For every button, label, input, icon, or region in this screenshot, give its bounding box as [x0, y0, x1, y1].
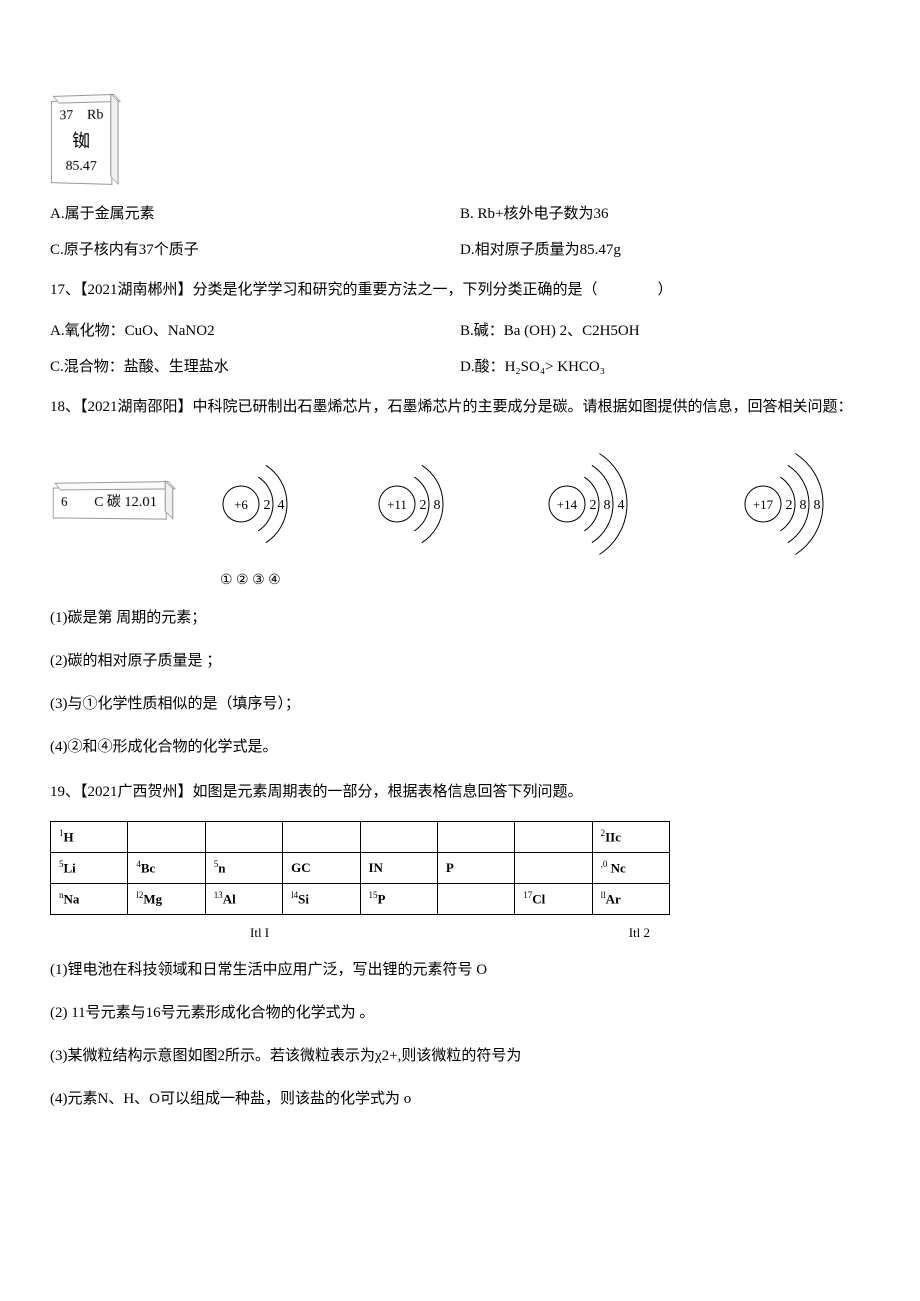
ptable-cap1: Itl I [250, 923, 269, 944]
rb-name: 铷 [60, 127, 104, 156]
atom-schematic-icon: +11 28 [351, 458, 477, 550]
q17-optA: A.氧化物：CuO、NaNO2 [50, 319, 460, 343]
rb-mass: 85.47 [60, 156, 104, 179]
c-symbol: C [94, 495, 103, 510]
svg-text:8: 8 [603, 498, 610, 513]
ptable-cell [283, 821, 360, 852]
ptable-cell [128, 821, 205, 852]
ptable-cell: P [437, 853, 514, 884]
atom-labels: ① ② ③ ④ [220, 570, 870, 592]
ptable-cell [515, 853, 592, 884]
svg-text:8: 8 [813, 498, 820, 513]
atom-schematic-icon: +17 288 [703, 444, 869, 564]
ptable-cell [515, 821, 592, 852]
svg-text:+17: +17 [753, 497, 774, 512]
ptable-cell: 15P [360, 884, 437, 915]
svg-text:4: 4 [277, 498, 284, 513]
ptable-cell: 13Al [205, 884, 282, 915]
svg-text:+11: +11 [387, 497, 407, 512]
svg-text:2: 2 [785, 498, 792, 513]
q16-options-row1: A.属于金属元素 B. Rb+核外电子数为36 [50, 202, 870, 226]
svg-text:2: 2 [263, 498, 270, 513]
ptable-cell [437, 884, 514, 915]
atom-1: +6 24 [195, 458, 321, 550]
atom-4: +17 288 [703, 444, 869, 564]
ptable-cell [360, 821, 437, 852]
c-element-box: 6 C 碳 12.01 [53, 487, 167, 521]
ptable-cell: GC [283, 853, 360, 884]
q18-sub2: (2)碳的相对原子质量是 ； [50, 645, 870, 678]
atom-3: +14 284 [507, 444, 673, 564]
q16-optC: C.原子核内有37个质子 [50, 238, 460, 262]
c-atomic-num: 6 [61, 496, 68, 511]
periodic-table-fragment: 1H2IIc5Li4Bc5nGCINP,0 NcnNal2Mg13All4Si1… [50, 821, 670, 915]
rb-symbol: Rb [87, 107, 104, 122]
q16-optA: A.属于金属元素 [50, 202, 460, 226]
q18-sub3: (3)与①化学性质相似的是（填序号）； [50, 688, 870, 721]
atom-schematic-icon: +6 24 [195, 458, 321, 550]
q17-options-row2: C.混合物：盐酸、生理盐水 D.酸：H₂SO₄> KHCO₃ [50, 355, 870, 379]
q19-sub2: (2) 11号元素与16号元素形成化合物的化学式为 。 [50, 997, 870, 1030]
q19-sub4: (4)元素N、H、O可以组成一种盐，则该盐的化学式为 o [50, 1083, 870, 1116]
q16-optB: B. Rb+核外电子数为36 [460, 202, 870, 226]
ptable-cell: l2Mg [128, 884, 205, 915]
ptable-cell: 4Bc [128, 853, 205, 884]
atom-2: +11 28 [351, 458, 477, 550]
ptable-cell: 17Cl [515, 884, 592, 915]
q18-text: 18、【2021湖南邵阳】中科院已研制出石墨烯芯片，石墨烯芯片的主要成分是碳。请… [50, 391, 870, 424]
ptable-cell: 1H [51, 821, 128, 852]
ptable-cap2: Itl 2 [629, 923, 650, 944]
q19-sub3: (3)某微粒结构示意图如图2所示。若该微粒表示为χ2+,则该微粒的符号为 [50, 1040, 870, 1073]
q17-optD: D.酸：H₂SO₄> KHCO₃ [460, 355, 870, 379]
rb-atomic-num: 37 [60, 108, 74, 123]
ptable-cell [437, 821, 514, 852]
ptable-cell: l4Si [283, 884, 360, 915]
ptable-cell: IN [360, 853, 437, 884]
q16-options-row2: C.原子核内有37个质子 D.相对原子质量为85.47g [50, 238, 870, 262]
svg-text:+6: +6 [234, 497, 248, 512]
atom-schematic-icon: +14 284 [507, 444, 673, 564]
ptable-cell [205, 821, 282, 852]
q16-optD: D.相对原子质量为85.47g [460, 238, 870, 262]
svg-text:2: 2 [419, 498, 426, 513]
ptable-cell: nNa [51, 884, 128, 915]
svg-text:8: 8 [433, 498, 440, 513]
ptable-captions: Itl I Itl 2 [50, 923, 670, 944]
q17-text: 17、【2021湖南郴州】分类是化学学习和研究的重要方法之一，下列分类正确的是（… [50, 274, 870, 307]
q19-text: 19、【2021广西贺州】如图是元素周期表的一部分，根据表格信息回答下列问题。 [50, 776, 870, 809]
rb-element-box: 37 Rb 铷 85.47 [51, 99, 113, 184]
c-mass: 12.01 [124, 495, 157, 511]
q19-sub1: (1)锂电池在科技领域和日常生活中应用广泛，写出锂的元素符号 O [50, 954, 870, 987]
ptable-cell: 5n [205, 853, 282, 884]
svg-text:2: 2 [589, 498, 596, 513]
ptable-cell: 5Li [51, 853, 128, 884]
q18-sub4: (4)②和④形成化合物的化学式是。 [50, 731, 870, 764]
svg-text:+14: +14 [557, 497, 578, 512]
ptable-cell: 2IIc [592, 821, 669, 852]
ptable-cell: ,0 Nc [592, 853, 669, 884]
atoms-row: 6 C 碳 12.01 +6 24 +11 28 +14 284 +17 288 [50, 444, 870, 564]
svg-text:4: 4 [617, 498, 624, 513]
c-name: 碳 [107, 495, 121, 510]
q18-sub1: (1)碳是第 周期的元素； [50, 602, 870, 635]
svg-text:8: 8 [799, 498, 806, 513]
q17-optB: B.碱：Ba (OH) 2、C2H5OH [460, 319, 870, 343]
ptable-cell: llAr [592, 884, 669, 915]
q17-options-row1: A.氧化物：CuO、NaNO2 B.碱：Ba (OH) 2、C2H5OH [50, 319, 870, 343]
q17-optC: C.混合物：盐酸、生理盐水 [50, 355, 460, 379]
